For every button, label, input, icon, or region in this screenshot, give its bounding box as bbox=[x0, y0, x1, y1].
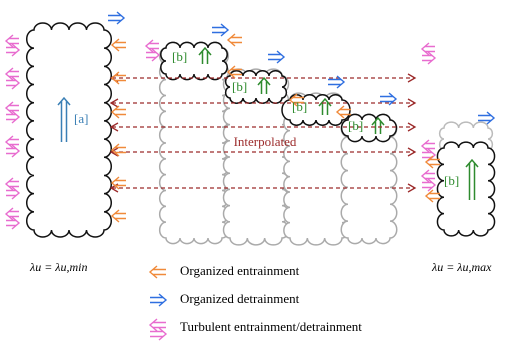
cloud-a-label: [a] bbox=[74, 111, 88, 126]
arrow bbox=[150, 319, 166, 331]
arrow bbox=[150, 328, 166, 340]
cloud-top bbox=[161, 42, 227, 79]
arrow bbox=[108, 12, 124, 24]
arrow bbox=[150, 294, 166, 306]
arrow bbox=[112, 106, 126, 118]
arrow bbox=[112, 210, 126, 222]
diagram: Interpolated [a] [b] [b] [b] [b] [b] λu … bbox=[0, 0, 506, 343]
arrow bbox=[112, 177, 126, 189]
interpolated-label: Interpolated bbox=[234, 134, 297, 149]
cloud-b-label: [b] bbox=[444, 173, 459, 188]
arrow bbox=[212, 24, 228, 36]
arrow bbox=[228, 34, 242, 46]
legend-entry: Turbulent entrainment/detrainment bbox=[180, 319, 362, 334]
arrow bbox=[150, 266, 166, 278]
cloud-b-label: [b] bbox=[348, 118, 363, 133]
arrow bbox=[268, 51, 284, 63]
cloud bbox=[27, 23, 112, 237]
lambda-min-label: λu = λu,min bbox=[29, 260, 88, 274]
cloud bbox=[437, 142, 494, 236]
legend-entry: Organized detrainment bbox=[180, 291, 300, 306]
cloud-b-label: [b] bbox=[232, 79, 247, 94]
arrow bbox=[112, 39, 126, 51]
lambda-max-label: λu = λu,max bbox=[431, 260, 492, 274]
legend-entry: Organized entrainment bbox=[180, 263, 300, 278]
cloud-b-label: [b] bbox=[292, 99, 307, 114]
cloud-b-label: [b] bbox=[172, 49, 187, 64]
